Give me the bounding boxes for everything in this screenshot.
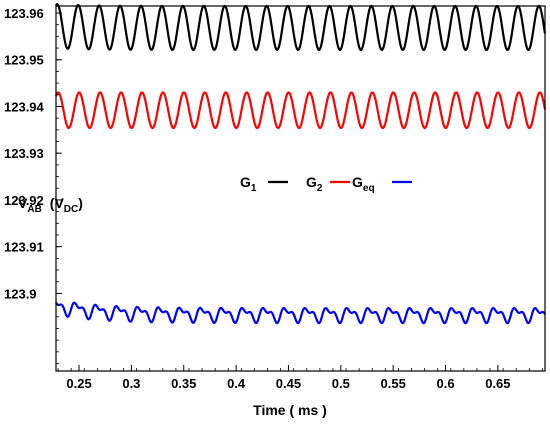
x-tick-label: 0.55 [381, 376, 406, 391]
series-line-geq [55, 301, 546, 325]
x-tick-label: 0.65 [485, 376, 510, 391]
legend-label-g2: G2 [306, 174, 323, 194]
y-axis-label: VAB (VDC) [18, 195, 83, 215]
series-layer [54, 3, 547, 325]
y-tick-label: 123.94 [4, 99, 45, 114]
series-line-g2 [54, 91, 547, 130]
x-axis: 0.25 0.3 0.35 0.4 0.45 0.5 0.55 0.6 0.65 [57, 365, 543, 391]
legend: G1 G2 Geq [240, 174, 412, 194]
x-tick-label: 0.35 [171, 376, 196, 391]
y-axis: 123.96 123.95 123.94 123.93 123.92 123.91 123.… [4, 6, 62, 364]
x-tick-label: 0.4 [227, 376, 246, 391]
y-tick-label: 123.93 [4, 146, 44, 161]
series-line-g1 [55, 3, 547, 52]
x-tick-label: 0.6 [436, 376, 454, 391]
y-tick-label: 123.92 [4, 193, 44, 208]
legend-label-g1: G1 [240, 174, 257, 194]
x-tick-label: 0.25 [66, 376, 91, 391]
legend-label-geq: Geq [352, 174, 375, 194]
x-tick-label: 0.5 [332, 376, 350, 391]
y-tick-label: 123.95 [4, 53, 44, 68]
x-tick-label: 0.45 [276, 376, 301, 391]
x-tick-label: 0.3 [122, 376, 140, 391]
y-tick-label: 123.9 [4, 286, 37, 301]
y-tick-label: 123.91 [4, 240, 44, 255]
x-axis-label: Time ( ms ) [253, 402, 327, 418]
y-tick-label: 123.96 [4, 6, 44, 21]
